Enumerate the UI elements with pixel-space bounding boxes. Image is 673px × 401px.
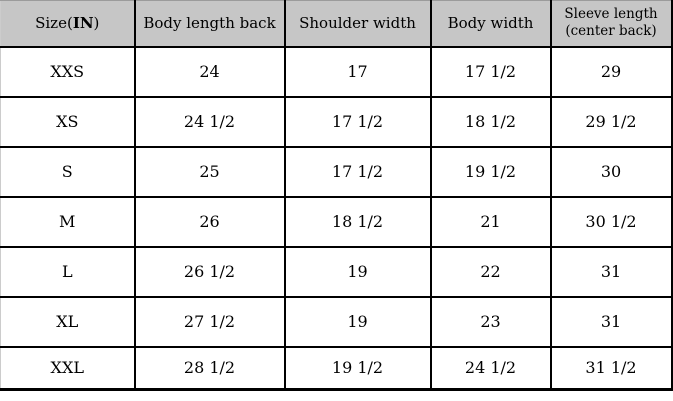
table-row-s: S 25 17 1/2 19 1/2 30 — [0, 145, 673, 198]
header-row: Size(IN) Body length back Shoulder width… — [0, 0, 673, 48]
body-length-cell: 28 1/2 — [133, 345, 286, 391]
body-width-cell: 18 1/2 — [429, 95, 552, 148]
body-width-cell: 23 — [429, 295, 552, 348]
sleeve-length-cell: 31 — [549, 245, 673, 298]
body-width-cell: 17 1/2 — [429, 45, 552, 98]
table-body: XXS 24 17 17 1/2 29 XS 24 1/2 17 1/2 18 … — [0, 45, 673, 391]
body-length-cell: 27 1/2 — [133, 295, 286, 348]
header-shoulder-width: Shoulder width — [283, 0, 432, 48]
table-header: Size(IN) Body length back Shoulder width… — [0, 0, 673, 48]
table-row-xl: XL 27 1/2 19 23 31 — [0, 295, 673, 348]
table-row-xs: XS 24 1/2 17 1/2 18 1/2 29 1/2 — [0, 95, 673, 148]
shoulder-width-cell: 17 1/2 — [283, 95, 432, 148]
size-cell: M — [0, 195, 136, 248]
sleeve-length-cell: 29 — [549, 45, 673, 98]
shoulder-width-cell: 17 — [283, 45, 432, 98]
sleeve-length-cell: 30 1/2 — [549, 195, 673, 248]
body-length-cell: 24 1/2 — [133, 95, 286, 148]
shoulder-width-cell: 19 — [283, 295, 432, 348]
header-body-width: Body width — [429, 0, 552, 48]
shoulder-width-cell: 18 1/2 — [283, 195, 432, 248]
body-length-cell: 26 1/2 — [133, 245, 286, 298]
shoulder-width-cell: 17 1/2 — [283, 145, 432, 198]
size-cell: XXS — [0, 45, 136, 98]
header-sleeve-length: Sleeve length (center back) — [549, 0, 673, 48]
table-row-xxs: XXS 24 17 17 1/2 29 — [0, 45, 673, 98]
table-row-l: L 26 1/2 19 22 31 — [0, 245, 673, 298]
header-size: Size(IN) — [0, 0, 136, 48]
sleeve-length-cell: 31 — [549, 295, 673, 348]
header-size-unit: IN — [72, 14, 94, 33]
sleeve-length-cell: 30 — [549, 145, 673, 198]
header-sleeve-line1: Sleeve length — [564, 5, 658, 22]
body-width-cell: 22 — [429, 245, 552, 298]
size-cell: XS — [0, 95, 136, 148]
body-length-cell: 26 — [133, 195, 286, 248]
table-row-xxl: XXL 28 1/2 19 1/2 24 1/2 31 1/2 — [0, 345, 673, 391]
size-cell: XL — [0, 295, 136, 348]
header-size-suffix: ) — [93, 14, 100, 33]
size-cell: L — [0, 245, 136, 298]
size-cell: S — [0, 145, 136, 198]
header-body-length-back: Body length back — [133, 0, 286, 48]
header-sleeve-line2: (center back) — [565, 23, 657, 40]
sleeve-length-cell: 31 1/2 — [549, 345, 673, 391]
shoulder-width-cell: 19 — [283, 245, 432, 298]
header-size-prefix: Size( — [35, 14, 73, 33]
size-cell: XXL — [0, 345, 136, 391]
sleeve-length-cell: 29 1/2 — [549, 95, 673, 148]
body-length-cell: 25 — [133, 145, 286, 198]
body-length-cell: 24 — [133, 45, 286, 98]
shoulder-width-cell: 19 1/2 — [283, 345, 432, 391]
body-width-cell: 21 — [429, 195, 552, 248]
table-row-m: M 26 18 1/2 21 30 1/2 — [0, 195, 673, 248]
body-width-cell: 24 1/2 — [429, 345, 552, 391]
size-chart-table: Size(IN) Body length back Shoulder width… — [0, 0, 673, 391]
body-width-cell: 19 1/2 — [429, 145, 552, 198]
